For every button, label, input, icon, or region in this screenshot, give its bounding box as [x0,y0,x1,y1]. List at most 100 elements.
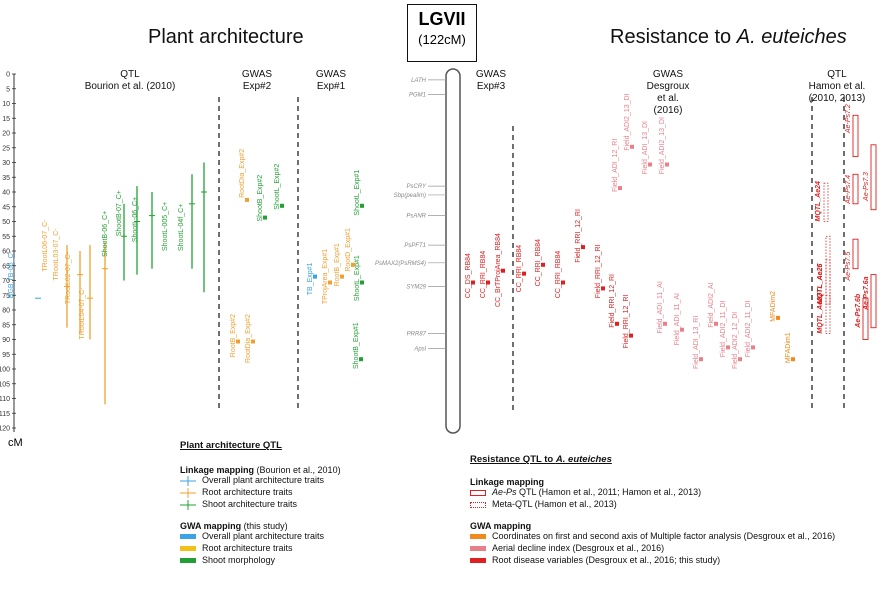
qtl-bourion-label: TRootL03-07_C- [53,228,60,281]
desgroux-rri-label-mark [629,333,633,338]
axis-tick-label: 0 [6,72,10,79]
exp3-label-mark [561,280,565,285]
legend-left-linkage-bold: Linkage mapping [180,465,255,475]
header-gwas-desgroux: GWAS Desgroux et al. (2016) [633,69,703,117]
exp2-label: RootDia_Exp#2 [245,314,252,363]
exp3-label-mark [471,280,475,285]
exp1-label-mark [328,280,332,285]
marker-label: PsCRY [407,184,427,190]
axis-ticks: 0 5 10 15 20 25 30 35 40 45 50 55 60 65 70 75 80 85 90 95 10… [0,72,16,433]
linkage-group-name: LGVII [418,9,466,29]
axis-tick-label: 120 [0,426,10,433]
header-qtl-hamon-line1: QTL [827,69,847,80]
exp1-label: TProjArea_Exp#1 [322,249,329,304]
axis-tick-label: 115 [0,411,10,418]
header-gwas-exp3-line2: Exp#3 [476,81,506,92]
map-canvas: 0 5 10 15 20 25 30 35 40 45 50 55 60 65 70 75 80 85 90 95 10… [0,68,877,434]
header-gwas-exp3: GWAS Exp#3 [466,69,516,93]
bourion-qtl-group: BGB.TB-06_C- TRootL06-07_C- TRootL03-07_C-… [8,162,207,405]
axis-tick-label: 100 [0,367,10,374]
header-qtl-hamon-line3: (2010, 2013) [808,93,866,104]
axis-tick-label: 105 [0,381,10,388]
header-desgroux-line3: et al. [657,93,679,104]
header-desgroux-line2: Desgroux [646,81,690,92]
marker-label: PGM1 [409,93,426,99]
mfa-label-mark [776,315,780,320]
header-desgroux-line1: GWAS [652,69,684,80]
axis-tick-label: 5 [6,86,10,93]
desgroux-rri-label: Field_RRI_12_RI [595,244,602,298]
marker-label: LATH [411,78,427,84]
resistance-title-species: A. euteiches [736,26,847,48]
qtl-bourion-label: ShootL-04f_C+ [178,204,185,251]
ae-qtl-box [870,274,877,329]
desgroux-adi-label-mark [680,327,684,332]
exp2-label: RootDia_Exp#2 [239,149,246,198]
header-gwas-exp2: GWAS Exp#2 [232,69,282,93]
legend-gwa-overall-swatch [180,534,196,539]
plant-architecture-title: Plant architecture [148,26,304,48]
header-gwas-exp1-line1: GWAS [315,69,347,80]
axis-tick-label: 50 [2,219,10,226]
ae-qtl-label: Ae-Ps7.6b [855,293,862,329]
exp1-label: ShootB_Exp#1 [353,322,360,369]
header-gwas-exp1-line2: Exp#1 [316,81,346,92]
legend-linkage-shoot: Shoot architecture traits [180,499,341,511]
legend-ae-ps-swatch [470,490,486,496]
legend-disease-label: Root disease variables (Desgroux et al.,… [492,555,721,565]
desgroux-adi-label-mark [665,162,669,167]
exp2-label: ShootB_Exp#2 [257,175,264,222]
exp2-label: RootB_Exp#2 [230,314,237,357]
exp3-label-mark [541,262,545,267]
axis-tick-label: 110 [0,396,10,403]
marker-label: PsANR [406,214,426,220]
desgroux-adi-label-mark [714,321,718,326]
axis-tick-label: 60 [2,249,10,256]
legend-gwa-shoot-swatch [180,558,196,563]
desgroux-adi-label-mark [648,162,652,167]
desgroux-adi-label-mark [726,345,730,350]
legend-ae-ps-rest: QTL (Hamon et al., 2011; Hamon et al., 2… [516,487,702,497]
exp2-label-mark [263,215,267,220]
legend-gwa-shoot: Shoot morphology [180,555,341,567]
meta-qtl-label: MQTL_Ae25 [817,264,824,305]
meta-qtl-label: MQTL_Ae26 [817,264,824,305]
linkage-group-length: (122cM) [418,32,466,47]
legend-mfa-label: Coordinates on first and second axis of … [492,531,836,541]
qtl-bourion-label: BGB.TB-06_C- [8,250,15,298]
dashed-separators [218,97,845,410]
qtl-bourion-label: TRootL04-07_C- [79,287,86,340]
axis-tick-label: 80 [2,308,10,315]
legend-left-gwa-heading: GWA mapping (this study) [180,521,341,531]
legend-right-title-species: A. euteiches [555,454,612,465]
mfa-label: MFADim2 [770,291,777,322]
legend-disease-swatch [470,558,486,563]
gwas-label-group: RootDia_Exp#2 ShootB_Exp#2 ShootL_Exp#2 Roo… [230,93,795,369]
axis-tick-label: 70 [2,278,10,285]
desgroux-rri-label: Field_RRI_12_RI [575,209,582,263]
mfa-label-mark [791,357,795,362]
legend-meta-qtl-swatch [470,502,486,508]
axis-unit: cM [8,437,23,449]
exp1-label-mark [359,357,363,362]
desgroux-adi-label: Field_ADI2_13_DI [659,117,666,174]
desgroux-adi-label-mark [663,321,667,326]
axis-tick-label: 55 [2,234,10,241]
meta-qtl-box [823,182,829,222]
header-gwas-exp2-line2: Exp#2 [242,81,272,92]
legend-left-gwa-bold: GWA mapping [180,521,242,531]
exp3-label: CC_DS_RB84 [465,253,472,298]
axis-tick-label: 75 [2,293,10,300]
marker-label: PsPFT1 [404,243,426,249]
axis-tick-label: 40 [2,190,10,197]
header-gwas-exp1: GWAS Exp#1 [306,69,356,93]
legend-gwa-overall-label: Overall plant architecture traits [202,531,325,541]
mfa-label: MFADim1 [785,332,792,363]
header-gwas-exp2-line1: GWAS [241,69,273,80]
exp1-label-mark [351,262,355,267]
meta-qtl-box [825,259,831,305]
legend-left: Plant architecture QTL Linkage mapping (… [180,440,341,567]
legend-left-linkage-rest: (Bourion et al., 2010) [254,465,341,475]
chromosome-bar [445,68,461,434]
legend-meta-qtl-label: Meta-QTL (Hamon et al., 2013) [492,499,617,509]
